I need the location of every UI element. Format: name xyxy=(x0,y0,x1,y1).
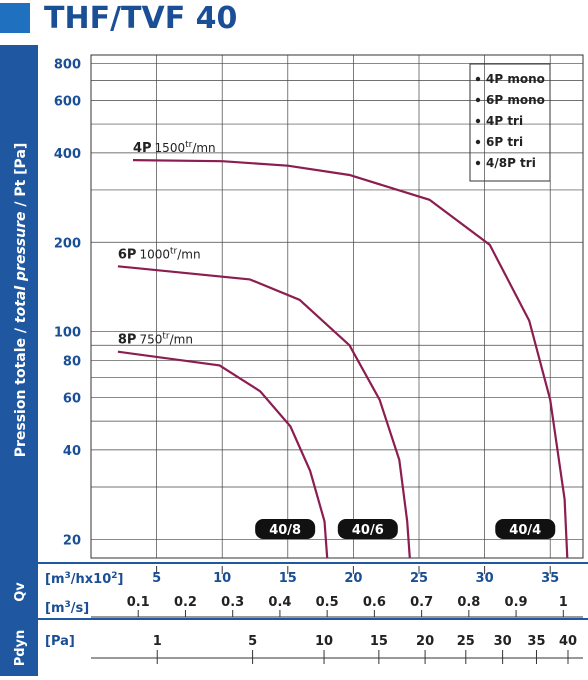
m3s-unit: [m3/s] xyxy=(45,600,89,616)
legend-box xyxy=(469,63,551,182)
y-tick-label: 40 xyxy=(63,444,81,459)
pdyn-tick-label: 30 xyxy=(494,634,512,649)
curve-label: 6P 1000tr/mn xyxy=(118,246,201,262)
pdyn-tick-label: 25 xyxy=(457,634,475,649)
pdyn-tick-label: 35 xyxy=(527,634,545,649)
speed-class: 4P xyxy=(133,141,152,156)
x2-tick-label: 0.4 xyxy=(268,595,291,610)
y-axis-label: Pression totale / total pressure / Pt [P… xyxy=(13,143,29,458)
x2-tick-label: 0.6 xyxy=(363,595,386,610)
x-tick-label: 35 xyxy=(541,571,559,586)
speed-sup: tr xyxy=(162,332,170,342)
y-tick-label: 60 xyxy=(63,392,81,407)
speed-unit: /mn xyxy=(170,333,193,347)
y-tick-label: 600 xyxy=(54,95,81,110)
x2-tick-label: 0.7 xyxy=(410,595,433,610)
x2-tick-label: 0.2 xyxy=(174,595,197,610)
curve xyxy=(117,265,411,559)
unit-part: 3 xyxy=(65,600,71,610)
speed-class: 6P xyxy=(118,247,137,262)
speed-unit: /mn xyxy=(192,141,215,155)
badge xyxy=(255,519,316,539)
badge-label: 40/4 xyxy=(509,523,541,538)
pdyn-tick-label: 10 xyxy=(315,634,333,649)
legend-label: 6P tri xyxy=(486,135,523,149)
x2-tick-label: 0.5 xyxy=(316,595,339,610)
y-tick-label: 100 xyxy=(54,326,81,341)
badge-label: 40/8 xyxy=(269,523,301,538)
unit-part: /hx10 xyxy=(71,572,111,587)
qv-unit: [m3/hx102] xyxy=(45,571,123,587)
curve xyxy=(117,350,329,559)
pdyn-tick-label: 40 xyxy=(559,634,577,649)
legend-bullet xyxy=(475,160,481,166)
y-label-part: Pression totale / xyxy=(13,323,29,457)
y-tick-label: 200 xyxy=(54,236,81,251)
legend-bullet xyxy=(475,118,481,124)
legend-label: 4P tri xyxy=(486,114,523,128)
legend-bullet xyxy=(475,139,481,145)
speed-sup: tr xyxy=(170,246,178,256)
x-tick-label: 20 xyxy=(344,571,362,586)
curve-label: 8P 750tr/mn xyxy=(118,332,193,348)
legend-bullet xyxy=(475,76,481,82)
speed-sup: tr xyxy=(185,140,193,150)
speed-class: 8P xyxy=(118,333,137,348)
unit-part: ] xyxy=(118,572,124,587)
x2-tick-label: 0.1 xyxy=(127,595,150,610)
x-tick-label: 5 xyxy=(152,571,161,586)
unit-part: 3 xyxy=(65,571,71,581)
title: THF/TVF 40 xyxy=(44,1,237,36)
pdyn-tick-label: 15 xyxy=(370,634,388,649)
y-tick-label: 20 xyxy=(63,533,81,548)
x2-tick-label: 1 xyxy=(559,595,568,610)
pdyn-tick-label: 5 xyxy=(248,634,257,649)
speed-unit: /mn xyxy=(177,247,200,261)
x2-tick-label: 0.8 xyxy=(457,595,480,610)
left-band xyxy=(0,45,38,676)
speed: 1000 xyxy=(139,247,170,261)
badge-label: 40/6 xyxy=(352,523,384,538)
y-label-part: total pressure xyxy=(13,212,29,324)
pdyn-tick-label: 1 xyxy=(153,634,162,649)
unit-part: [m xyxy=(45,601,65,616)
badge xyxy=(337,519,398,539)
y-tick-label: 400 xyxy=(54,147,81,162)
legend-bullet xyxy=(475,97,481,103)
legend-label: 4P mono xyxy=(486,72,545,86)
pdyn-tick-label: 20 xyxy=(416,634,434,649)
curve-label: 4P 1500tr/mn xyxy=(133,140,216,156)
x-tick-label: 10 xyxy=(213,571,231,586)
qv-label: Qv xyxy=(13,582,28,602)
y-label-part: / Pt [Pa] xyxy=(13,143,29,212)
legend-label: 6P mono xyxy=(486,93,545,107)
x-tick-label: 30 xyxy=(476,571,494,586)
unit-part: [m xyxy=(45,572,65,587)
y-tick-label: 80 xyxy=(63,354,81,369)
x2-tick-label: 0.3 xyxy=(221,595,244,610)
x-tick-label: 25 xyxy=(410,571,428,586)
legend-label: 4/8P tri xyxy=(486,156,536,170)
x-tick-label: 15 xyxy=(279,571,297,586)
speed: 1500 xyxy=(155,141,186,155)
speed: 750 xyxy=(139,333,162,347)
pdyn-unit: [Pa] xyxy=(45,634,75,649)
unit-part: /s] xyxy=(71,601,89,616)
title-square xyxy=(0,3,30,33)
y-tick-label: 800 xyxy=(54,57,81,72)
curve xyxy=(132,159,569,559)
x2-tick-label: 0.9 xyxy=(505,595,528,610)
pdyn-label: Pdyn xyxy=(13,630,28,667)
badge xyxy=(495,519,556,539)
unit-part: 2 xyxy=(111,571,117,581)
plot-frame xyxy=(90,54,584,559)
